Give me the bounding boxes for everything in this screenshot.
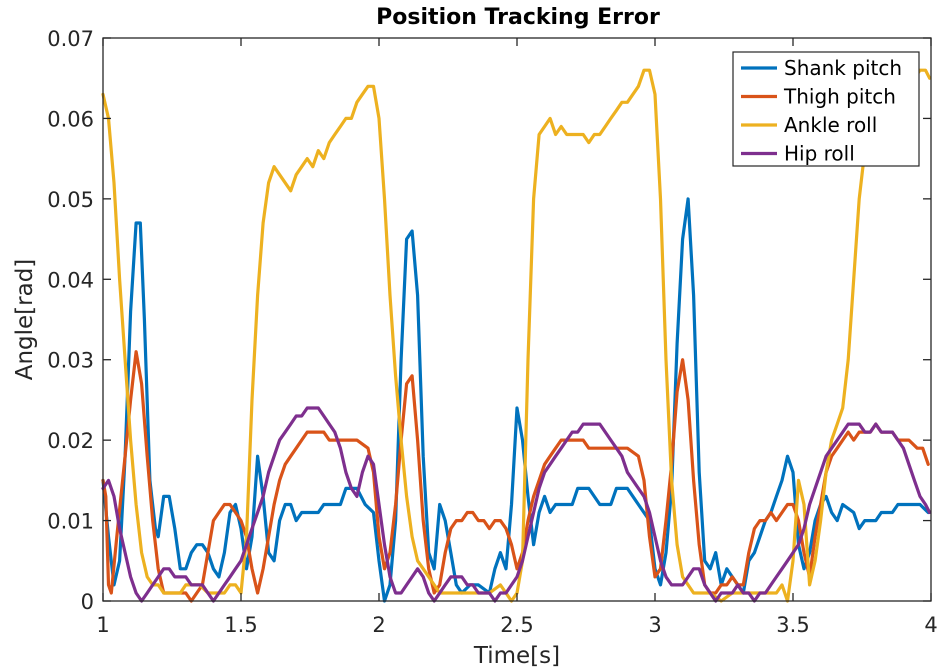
- x-tick-label: 3.5: [776, 613, 809, 637]
- x-tick-label: 1: [96, 613, 109, 637]
- y-tick-label: 0: [81, 590, 94, 614]
- x-tick-label: 3: [648, 613, 661, 637]
- series-line-hip-roll: [101, 406, 932, 603]
- y-tick-label: 0.01: [47, 510, 94, 534]
- y-tick-label: 0.06: [47, 107, 94, 131]
- axes-layer: 1 1.5 2 2.5 3 3.5 4 0 0.01 0.02 0.03 0.04 0.05 0.06 0.…: [47, 27, 937, 637]
- y-axis-title: Angle[rad]: [12, 259, 38, 381]
- y-tick-label: 0.04: [47, 268, 94, 292]
- legend-label: Ankle roll: [784, 113, 877, 137]
- legend-box: [732, 51, 920, 167]
- legend: Shank pitch Thigh pitch Ankle roll Hip roll: [732, 51, 920, 167]
- legend-label: Shank pitch: [784, 56, 902, 80]
- chart-title: Position Tracking Error: [376, 5, 660, 30]
- x-tick-label: 2: [372, 613, 385, 637]
- y-tick-label: 0.05: [47, 188, 94, 212]
- y-tick-label: 0.02: [47, 429, 94, 453]
- legend-label: Hip roll: [784, 142, 855, 166]
- y-tick-label: 0.03: [47, 349, 94, 373]
- x-tick-label: 2.5: [500, 613, 533, 637]
- x-tick-label: 4: [924, 613, 937, 637]
- x-tick-label: 1.5: [224, 613, 257, 637]
- x-axis-title: Time[s]: [473, 643, 560, 669]
- series-layer: [101, 60, 932, 603]
- y-tick-label: 0.07: [47, 27, 94, 51]
- series-line-thigh-pitch: [101, 350, 930, 603]
- legend-label: Thigh pitch: [783, 85, 896, 109]
- series-line-shank-pitch: [101, 197, 930, 603]
